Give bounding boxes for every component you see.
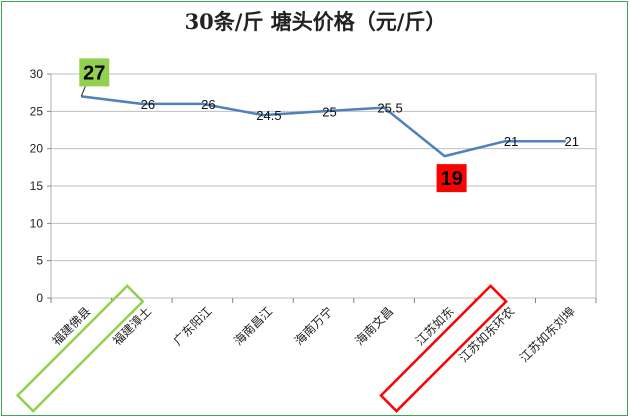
callout-label: 19 — [440, 168, 462, 190]
data-label: 25.5 — [377, 101, 402, 116]
x-category-label: 福建漳土 — [109, 304, 154, 349]
y-tick-label: 25 — [30, 104, 44, 118]
x-category-label: 海南文昌 — [352, 304, 397, 349]
category-highlight-frame — [15, 284, 145, 413]
series-line — [81, 95, 566, 158]
y-tick-label: 15 — [30, 179, 44, 193]
x-category-label: 江苏如东刘埠 — [516, 304, 578, 366]
y-tick-label: 0 — [36, 291, 43, 305]
y-tick-label: 20 — [30, 142, 44, 156]
callout-label: 27 — [83, 62, 105, 84]
data-label: 26 — [201, 97, 215, 112]
y-tick-label: 30 — [30, 67, 44, 81]
y-tick-label: 5 — [36, 254, 43, 268]
x-category-label: 海南万宁 — [291, 304, 336, 349]
category-highlight-frame — [379, 284, 508, 413]
data-label: 21 — [504, 134, 518, 149]
data-label: 25 — [322, 104, 336, 119]
data-label: 21 — [564, 134, 578, 149]
callout-leader — [80, 86, 86, 97]
data-label: 26 — [141, 97, 155, 112]
y-tick-label: 10 — [30, 216, 44, 230]
chart-title: 30条/斤 塘头价格（元/斤） — [184, 9, 447, 34]
x-category-label: 海南昌江 — [231, 304, 276, 349]
callout-box — [79, 58, 110, 87]
data-label: 24.5 — [256, 108, 281, 123]
x-category-label: 广东阳江 — [171, 304, 215, 348]
callout-box — [436, 164, 467, 193]
